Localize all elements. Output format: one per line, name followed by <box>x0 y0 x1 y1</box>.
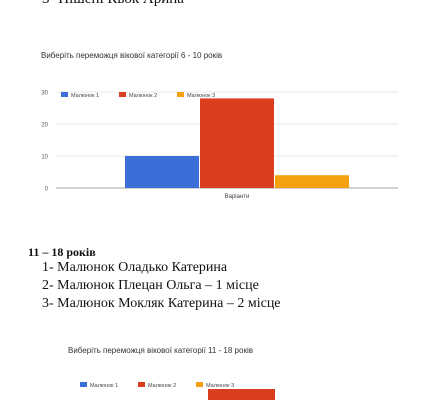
y-tick-label: 30 <box>41 91 48 97</box>
legend-label: Малюнок 3 <box>187 93 215 99</box>
bar <box>125 156 199 188</box>
chart-2-title: Виберіть переможця вікової категорії 11 … <box>68 346 253 355</box>
legend-label: Малюнок 2 <box>148 383 176 389</box>
bar <box>275 175 349 188</box>
candidate-list: 1- Малюнок Оладько Катерина 2- Малюнок П… <box>42 259 281 313</box>
x-tick-label: Варіанти <box>225 194 250 200</box>
legend-swatch <box>177 92 184 97</box>
chart-1-title: Виберіть переможця вікової категорії 6 -… <box>41 51 223 60</box>
legend-swatch <box>61 92 68 97</box>
y-tick-label: 0 <box>45 187 49 193</box>
y-tick-label: 10 <box>41 155 48 161</box>
list-item: 1- Малюнок Оладько Катерина <box>42 260 228 275</box>
list-item: 3- Малюнок Мокляк Катерина – 2 місце <box>42 296 281 311</box>
legend-label: Малюнок 1 <box>71 93 99 99</box>
legend-swatch <box>80 382 87 387</box>
legend-label: Малюнок 2 <box>129 93 157 99</box>
legend-swatch <box>138 382 145 387</box>
bar <box>208 389 275 400</box>
legend-label: Малюнок 1 <box>90 383 118 389</box>
top-list-item: 3- Нішені Квок Арина <box>42 0 184 8</box>
section-title-11-18: 11 – 18 років <box>28 245 96 259</box>
y-tick-label: 20 <box>41 123 48 129</box>
bar <box>200 98 274 188</box>
legend-label: Малюнок 3 <box>206 383 234 389</box>
legend-swatch <box>196 382 203 387</box>
legend-swatch <box>119 92 126 97</box>
list-item: 2- Малюнок Плецан Ольга – 1 місце <box>42 278 259 293</box>
